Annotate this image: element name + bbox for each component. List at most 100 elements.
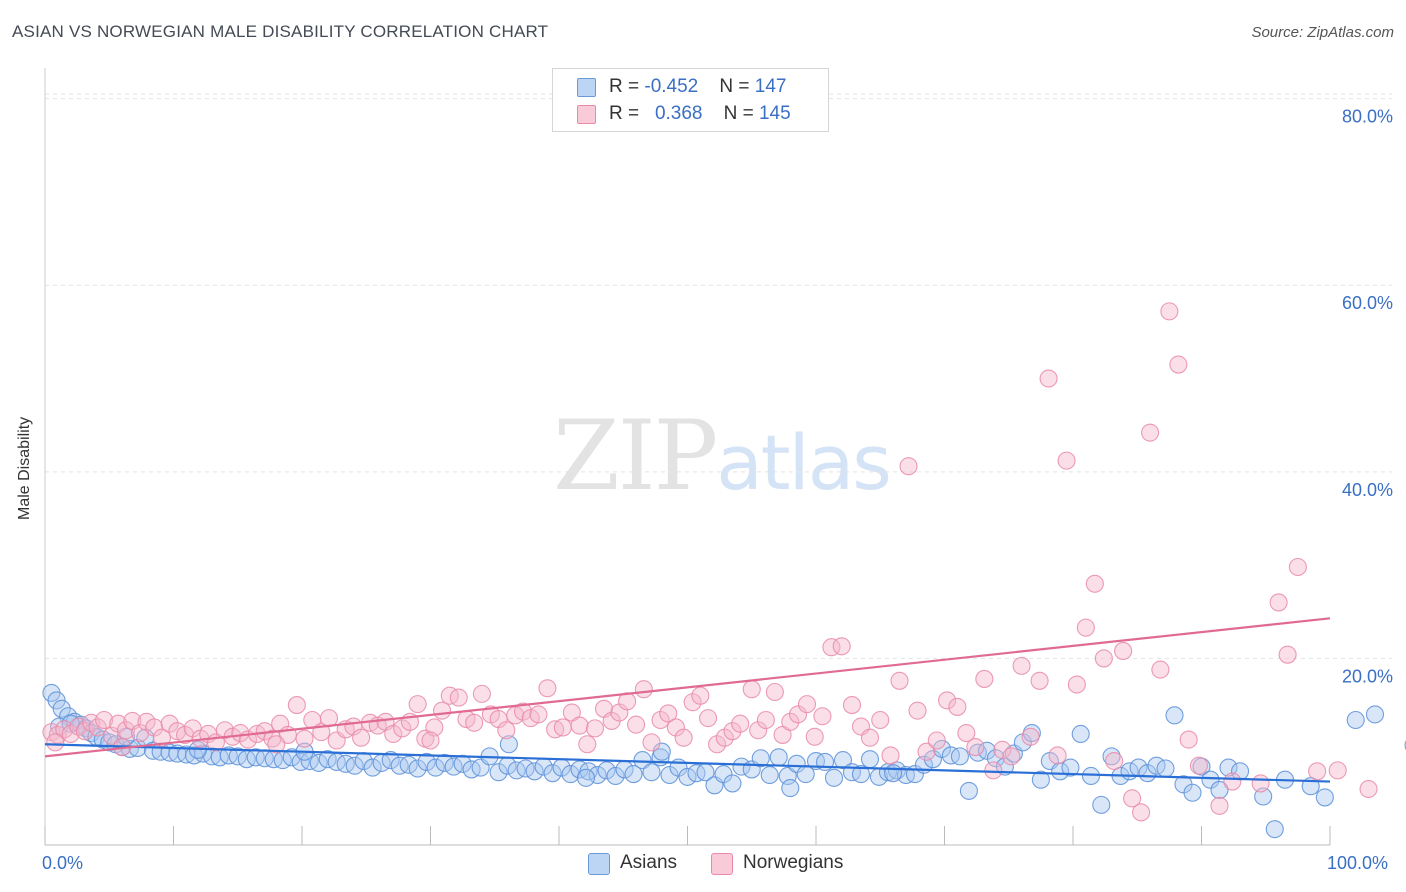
data-point-norwegians	[433, 701, 452, 720]
data-point-norwegians	[384, 724, 403, 744]
data-point-asians	[1165, 706, 1184, 725]
data-point-asians	[588, 765, 607, 785]
data-point-asians	[950, 747, 969, 766]
data-point-norwegians	[1067, 675, 1086, 694]
data-point-norwegians	[822, 638, 841, 657]
data-point-asians	[760, 765, 779, 785]
data-point-asians	[1201, 770, 1220, 789]
data-point-norwegians	[1123, 789, 1142, 808]
data-point-asians	[1156, 759, 1175, 778]
data-point-norwegians	[871, 710, 890, 730]
data-point-norwegians	[731, 714, 750, 733]
data-point-norwegians	[634, 680, 653, 699]
source-label: Source: ZipAtlas.com	[1251, 24, 1394, 41]
data-point-asians	[751, 749, 770, 768]
data-point-norwegians	[642, 733, 661, 752]
watermark-zip: ZIP	[553, 400, 718, 512]
data-point-asians	[499, 735, 518, 754]
data-point-norwegians	[131, 723, 150, 743]
data-point-asians	[1183, 783, 1202, 802]
data-point-norwegians	[160, 714, 179, 733]
r-label: R =	[609, 103, 645, 124]
data-point-asians	[606, 766, 625, 786]
data-point-asians	[408, 759, 427, 778]
bottom-legend-swatch-asians	[588, 853, 610, 875]
data-point-norwegians	[1328, 761, 1347, 780]
r-value-norwegians: 0.368	[654, 103, 703, 124]
data-point-norwegians	[585, 719, 605, 738]
data-point-norwegians	[1141, 423, 1160, 442]
data-point-norwegians	[742, 680, 761, 699]
data-point-norwegians	[1114, 641, 1133, 661]
data-point-asians	[543, 764, 562, 783]
data-point-norwegians	[627, 715, 646, 734]
data-point-asians	[884, 764, 903, 783]
data-point-asians	[652, 742, 671, 761]
data-point-asians	[1092, 795, 1111, 814]
data-point-norwegians	[1179, 730, 1198, 749]
data-point-asians	[435, 753, 454, 772]
legend-text-norwegians: R = 0.368 N = 145	[609, 103, 791, 125]
data-point-norwegians	[1359, 779, 1378, 799]
data-point-asians	[1315, 788, 1334, 807]
data-point-norwegians	[966, 737, 985, 757]
data-point-norwegians	[842, 696, 862, 715]
data-point-norwegians	[95, 710, 114, 730]
data-point-asians	[787, 754, 806, 773]
data-point-norwegians	[1151, 660, 1170, 679]
data-point-norwegians	[1160, 302, 1179, 321]
y-axis-label: Male Disability	[16, 416, 33, 520]
data-point-asians	[1081, 766, 1101, 786]
data-point-norwegians	[1085, 574, 1104, 593]
data-point-norwegians	[917, 742, 936, 761]
data-point-norwegians	[756, 710, 775, 730]
data-point-asians	[597, 761, 616, 780]
data-point-asians	[833, 751, 853, 770]
data-point-asians	[642, 763, 661, 782]
data-point-asians	[1071, 724, 1090, 744]
data-point-asians	[489, 763, 508, 782]
data-point-norwegians	[666, 718, 685, 737]
data-point-norwegians	[176, 725, 195, 744]
data-point-asians	[1051, 762, 1070, 781]
data-point-asians	[824, 768, 844, 787]
data-point-norwegians	[683, 693, 702, 712]
data-point-norwegians	[1189, 756, 1208, 775]
data-point-norwegians	[1030, 671, 1049, 690]
legend-swatch-norwegians	[577, 105, 596, 124]
data-point-norwegians	[1076, 618, 1095, 637]
data-point-norwegians	[881, 746, 900, 765]
data-point-asians	[923, 750, 942, 769]
data-point-asians	[381, 751, 400, 770]
trend-line-norwegians	[44, 617, 1331, 758]
data-point-norwegians	[1223, 772, 1242, 791]
data-point-norwegians	[993, 740, 1012, 759]
data-point-norwegians	[465, 713, 484, 732]
data-point-norwegians	[408, 695, 427, 714]
data-point-norwegians	[1210, 796, 1229, 815]
data-point-asians	[1219, 758, 1238, 777]
chart-title: ASIAN VS NORWEGIAN MALE DISABILITY CORRE…	[12, 22, 549, 41]
data-point-norwegians	[267, 735, 286, 754]
data-point-norwegians	[781, 712, 800, 731]
y-tick-label: 80.0%	[1342, 107, 1393, 127]
data-point-norwegians	[1039, 369, 1058, 388]
data-point-asians	[417, 752, 436, 772]
n-value-norwegians: 145	[758, 103, 791, 124]
x-tick-label-max: 100.0%	[1327, 853, 1389, 873]
data-point-asians	[52, 699, 71, 718]
data-point-norwegians	[957, 723, 976, 743]
legend-text-asians: R = -0.452 N = 147	[609, 76, 786, 98]
data-point-asians	[462, 760, 481, 779]
data-point-norwegians	[927, 731, 946, 750]
data-point-norwegians	[805, 727, 824, 746]
data-point-norwegians	[1094, 649, 1113, 668]
data-point-norwegians	[813, 707, 832, 726]
data-point-asians	[1346, 710, 1365, 730]
data-point-asians	[426, 758, 445, 777]
y-tick-label: 40.0%	[1342, 480, 1393, 500]
data-point-norwegians	[1012, 656, 1031, 675]
data-point-asians	[507, 761, 526, 780]
data-point-norwegians	[691, 686, 710, 705]
legend-swatch-asians	[577, 78, 596, 97]
